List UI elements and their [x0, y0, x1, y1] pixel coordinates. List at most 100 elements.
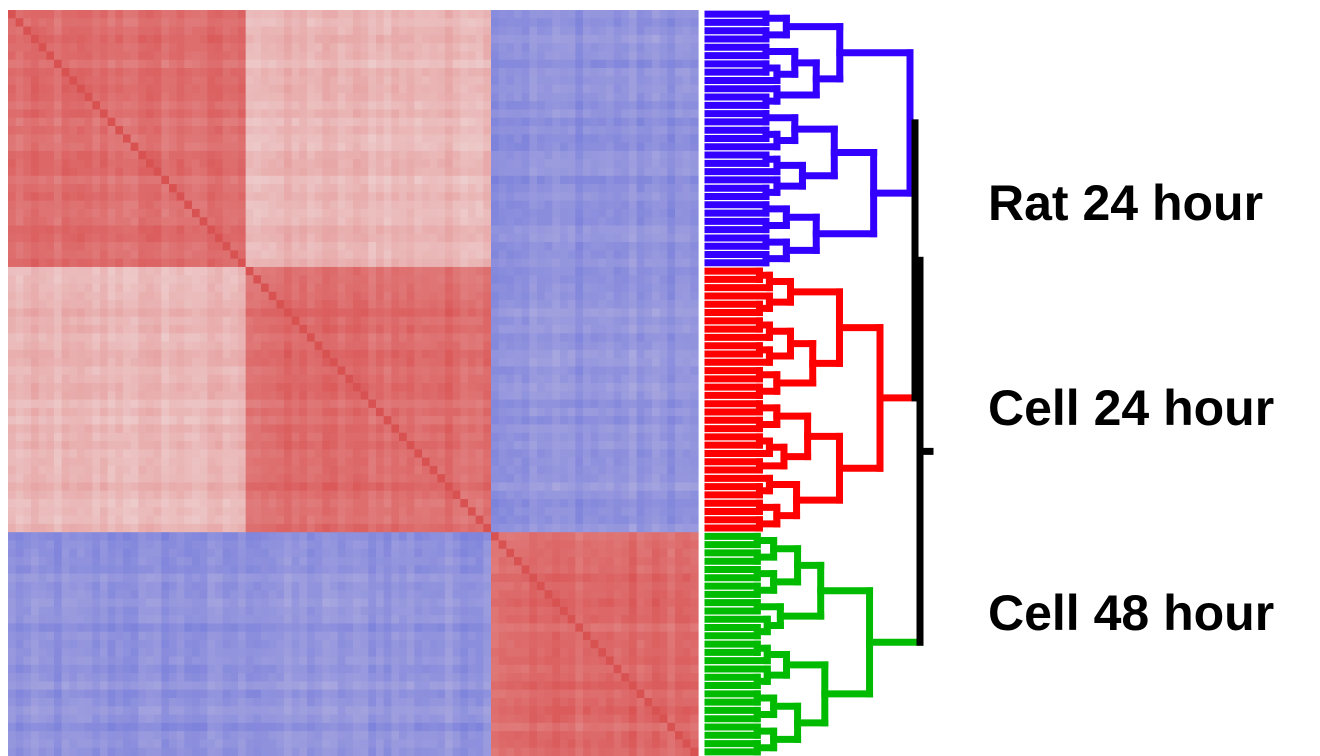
heatmap-cell	[153, 51, 162, 61]
heatmap-cell	[107, 134, 116, 144]
heatmap-cell	[391, 383, 400, 392]
heatmap-cell	[675, 225, 684, 235]
heatmap-cell	[222, 10, 231, 19]
heatmap-cell	[552, 225, 561, 235]
heatmap-cell	[192, 250, 201, 260]
heatmap-cell	[46, 441, 55, 450]
heatmap-cell	[537, 134, 546, 144]
heatmap-cell	[84, 126, 93, 135]
heatmap-cell	[644, 150, 653, 160]
heatmap-cell	[360, 266, 369, 276]
heatmap-cell	[153, 126, 162, 135]
heatmap-cell	[659, 250, 668, 260]
heatmap-cell	[675, 449, 684, 459]
heatmap-cell	[560, 167, 569, 177]
heatmap-cell	[261, 366, 270, 376]
heatmap-cell	[644, 316, 653, 326]
heatmap-cell	[46, 84, 55, 94]
heatmap-cell	[529, 424, 538, 434]
heatmap-cell	[115, 233, 124, 243]
heatmap-cell	[506, 225, 515, 235]
heatmap-cell	[84, 242, 93, 251]
heatmap-cell	[353, 109, 362, 119]
heatmap-cell	[253, 266, 262, 276]
heatmap-cell	[475, 175, 484, 185]
heatmap-cell	[445, 200, 454, 210]
heatmap-cell	[590, 366, 599, 376]
heatmap-cell	[621, 291, 630, 301]
heatmap-cell	[100, 233, 109, 243]
heatmap-cell	[667, 250, 676, 260]
heatmap-cell	[583, 225, 592, 235]
heatmap-cell	[268, 217, 277, 227]
heatmap-cell	[682, 10, 691, 19]
heatmap-cell	[652, 258, 661, 268]
heatmap-cell	[644, 441, 653, 450]
heatmap-cell	[414, 383, 423, 392]
heatmap-cell	[590, 308, 599, 318]
heatmap-cell	[322, 150, 331, 160]
heatmap-cell	[675, 341, 684, 351]
heatmap-cell	[345, 374, 354, 384]
heatmap-cell	[376, 341, 385, 351]
heatmap-cell	[84, 374, 93, 384]
heatmap-cell	[360, 424, 369, 434]
heatmap-cell	[437, 109, 446, 119]
heatmap-cell	[468, 399, 477, 409]
heatmap-cell	[437, 283, 446, 293]
heatmap-cell	[276, 416, 285, 426]
heatmap-cell	[31, 43, 40, 53]
heatmap-cell	[23, 291, 32, 301]
heatmap-cell	[23, 159, 32, 169]
heatmap-cell	[621, 266, 630, 276]
heatmap-cell	[330, 200, 339, 210]
heatmap-cell	[360, 159, 369, 169]
heatmap-cell	[153, 184, 162, 193]
heatmap-cell	[368, 225, 377, 235]
heatmap-cell	[115, 449, 124, 459]
heatmap-cell	[590, 34, 599, 44]
heatmap-cell	[69, 275, 78, 285]
heatmap-cell	[452, 374, 461, 384]
heatmap-cell	[629, 242, 638, 251]
heatmap-cell	[330, 192, 339, 202]
heatmap-cell	[422, 341, 431, 351]
heatmap-cell	[38, 391, 47, 401]
heatmap-cell	[690, 117, 699, 127]
heatmap-cell	[299, 59, 308, 69]
heatmap-cell	[261, 101, 270, 111]
heatmap-cell	[84, 266, 93, 276]
heatmap-cell	[299, 76, 308, 86]
heatmap-cell	[130, 225, 139, 235]
heatmap-cell	[215, 109, 224, 119]
heatmap-cell	[521, 200, 530, 210]
heatmap-cell	[652, 308, 661, 318]
heatmap-cell	[468, 242, 477, 251]
heatmap-cell	[360, 84, 369, 94]
heatmap-cell	[245, 465, 254, 475]
heatmap-cell	[322, 333, 331, 343]
heatmap-cell	[621, 34, 630, 44]
heatmap-cell	[161, 217, 170, 227]
heatmap-cell	[345, 399, 354, 409]
heatmap-cell	[529, 92, 538, 102]
heatmap-cell	[468, 59, 477, 69]
heatmap-cell	[207, 242, 216, 251]
heatmap-cell	[514, 250, 523, 260]
heatmap-cell	[184, 150, 193, 160]
heatmap-cell	[253, 407, 262, 417]
heatmap-cell	[345, 142, 354, 152]
heatmap-cell	[268, 242, 277, 251]
heatmap-cell	[176, 291, 185, 301]
heatmap-cell	[452, 150, 461, 160]
heatmap-cell	[230, 324, 239, 334]
heatmap-cell	[422, 167, 431, 177]
heatmap-cell	[199, 134, 208, 144]
heatmap-cell	[659, 258, 668, 268]
heatmap-cell	[629, 192, 638, 202]
heatmap-cell	[506, 349, 515, 359]
heatmap-cell	[368, 441, 377, 450]
heatmap-cell	[15, 225, 24, 235]
heatmap-cell	[23, 225, 32, 235]
heatmap-cell	[460, 383, 469, 392]
